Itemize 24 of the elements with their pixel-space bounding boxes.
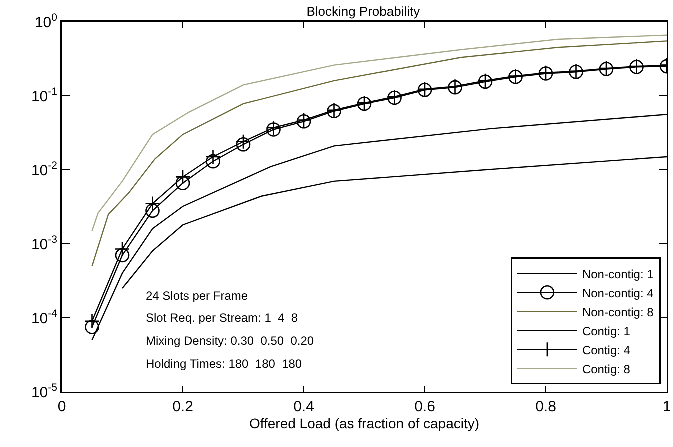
y-tick-label: 10$^{-4}$ bbox=[31, 308, 58, 328]
x-tick-label: 1 bbox=[662, 398, 672, 416]
annotation: Slot Req. per Stream: 1 4 8 bbox=[146, 311, 298, 325]
annotation: 24 Slots per Frame bbox=[146, 289, 248, 303]
x-tick-label: 0.6 bbox=[414, 398, 436, 416]
annotation: Mixing Density: 0.30 0.50 0.20 bbox=[146, 334, 314, 348]
legend-label: Contig: 4 bbox=[582, 343, 631, 358]
y-tick-label: 10$^{-2}$ bbox=[31, 160, 58, 180]
legend-label: Non-contig: 8 bbox=[582, 305, 654, 320]
legend-label: Contig: 1 bbox=[582, 324, 631, 338]
annotation: Holding Times: 180 180 180 bbox=[146, 357, 302, 371]
chart-title: Blocking Probability bbox=[306, 4, 421, 19]
legend-label: Non-contig: 4 bbox=[582, 286, 654, 300]
x-tick-label: 0.4 bbox=[294, 398, 314, 416]
y-tick-label: 10$^{0}$ bbox=[34, 12, 58, 32]
legend-label: Contig: 8 bbox=[582, 362, 631, 376]
x-tick-label: 0.2 bbox=[172, 398, 194, 416]
x-axis-title: Offered Load (as fraction of capacity) bbox=[249, 416, 480, 432]
legend-label: Non-contig: 1 bbox=[582, 267, 654, 282]
y-tick-label: 10$^{-5}$ bbox=[31, 382, 58, 402]
x-tick-label: 0 bbox=[58, 398, 66, 416]
x-tick-label: 0.8 bbox=[536, 398, 556, 416]
y-tick-label: 10$^{-3}$ bbox=[31, 234, 58, 254]
y-tick-label: 10$^{-1}$ bbox=[31, 86, 58, 106]
